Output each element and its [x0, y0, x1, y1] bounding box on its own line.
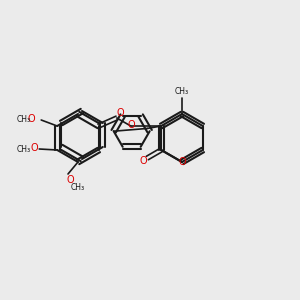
- Text: O: O: [139, 155, 147, 166]
- Text: CH₃: CH₃: [16, 145, 30, 154]
- Text: O: O: [128, 120, 136, 130]
- Text: O: O: [178, 157, 186, 167]
- Text: CH₃: CH₃: [71, 182, 85, 191]
- Text: O: O: [30, 143, 38, 153]
- Text: O: O: [66, 175, 74, 185]
- Text: CH₃: CH₃: [16, 115, 30, 124]
- Text: O: O: [117, 108, 124, 118]
- Text: CH₃: CH₃: [175, 88, 189, 97]
- Text: O: O: [27, 114, 35, 124]
